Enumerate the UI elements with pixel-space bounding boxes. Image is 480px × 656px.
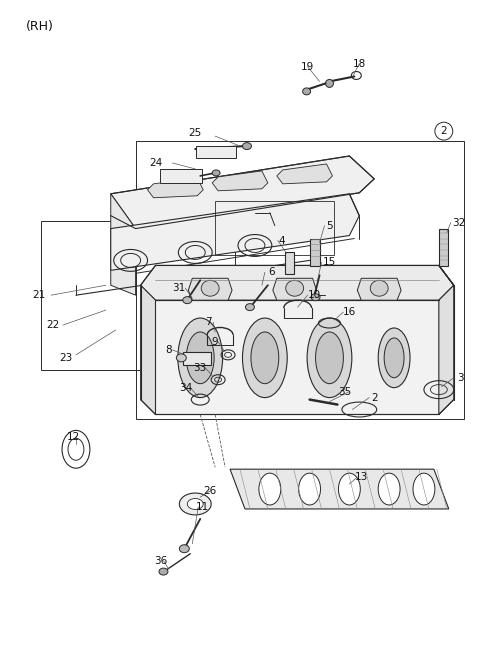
Text: 5: 5	[326, 220, 333, 231]
Bar	[439, 228, 448, 266]
Text: 2: 2	[371, 392, 378, 403]
Polygon shape	[439, 266, 454, 415]
Text: 36: 36	[154, 556, 167, 565]
Ellipse shape	[251, 332, 279, 384]
Polygon shape	[141, 285, 156, 415]
Polygon shape	[156, 300, 439, 415]
Bar	[310, 239, 320, 266]
Ellipse shape	[325, 79, 334, 87]
Ellipse shape	[183, 297, 192, 304]
Ellipse shape	[378, 473, 400, 505]
Text: 34: 34	[179, 382, 192, 393]
Text: 25: 25	[189, 128, 202, 138]
Text: 21: 21	[33, 290, 46, 300]
Bar	[215, 201, 335, 255]
Text: (RH): (RH)	[26, 20, 54, 33]
Ellipse shape	[307, 318, 352, 398]
Polygon shape	[277, 164, 333, 184]
Ellipse shape	[212, 170, 220, 176]
Text: 12: 12	[66, 432, 80, 442]
Text: 24: 24	[149, 158, 162, 168]
Text: 4: 4	[278, 236, 285, 245]
Ellipse shape	[176, 354, 186, 362]
Bar	[196, 146, 236, 158]
Bar	[136, 141, 464, 419]
Text: 35: 35	[338, 386, 351, 397]
Text: 18: 18	[353, 58, 366, 68]
Ellipse shape	[370, 280, 388, 297]
Ellipse shape	[286, 280, 304, 297]
Polygon shape	[111, 194, 360, 270]
Text: 33: 33	[193, 363, 207, 373]
Ellipse shape	[178, 318, 223, 398]
Text: 6: 6	[268, 268, 275, 277]
Polygon shape	[141, 266, 454, 300]
Polygon shape	[357, 278, 401, 300]
Ellipse shape	[245, 304, 254, 310]
Ellipse shape	[302, 88, 311, 95]
Ellipse shape	[299, 473, 321, 505]
Text: 7: 7	[205, 317, 212, 327]
Text: 26: 26	[204, 486, 217, 496]
Ellipse shape	[180, 544, 189, 553]
Ellipse shape	[378, 328, 410, 388]
Ellipse shape	[315, 332, 343, 384]
Text: 19: 19	[301, 62, 314, 72]
Text: 23: 23	[60, 353, 72, 363]
Ellipse shape	[338, 473, 360, 505]
Text: 13: 13	[355, 472, 368, 482]
Ellipse shape	[259, 473, 281, 505]
Polygon shape	[188, 278, 232, 300]
Ellipse shape	[242, 142, 252, 150]
Ellipse shape	[201, 280, 219, 297]
Polygon shape	[230, 469, 449, 509]
Ellipse shape	[242, 318, 287, 398]
Text: 2: 2	[441, 126, 447, 136]
Bar	[41, 220, 235, 370]
Polygon shape	[212, 171, 268, 191]
Text: 9: 9	[212, 337, 218, 347]
Text: 32: 32	[452, 218, 465, 228]
Polygon shape	[147, 178, 203, 197]
Text: 16: 16	[343, 307, 356, 317]
Ellipse shape	[413, 473, 435, 505]
Bar	[285, 253, 294, 274]
Bar	[183, 352, 211, 365]
Text: 31: 31	[172, 283, 185, 293]
Ellipse shape	[187, 499, 203, 510]
Polygon shape	[111, 156, 374, 228]
Ellipse shape	[186, 332, 214, 384]
Ellipse shape	[311, 294, 320, 300]
Ellipse shape	[159, 568, 168, 575]
Bar	[160, 169, 202, 183]
Text: 22: 22	[47, 320, 60, 330]
Text: 8: 8	[165, 345, 172, 355]
Ellipse shape	[384, 338, 404, 378]
Text: 10: 10	[308, 290, 321, 300]
Polygon shape	[273, 278, 316, 300]
Text: 15: 15	[323, 257, 336, 268]
Text: 11: 11	[195, 502, 209, 512]
Ellipse shape	[180, 493, 211, 515]
Polygon shape	[111, 194, 136, 295]
Text: 3: 3	[457, 373, 464, 382]
